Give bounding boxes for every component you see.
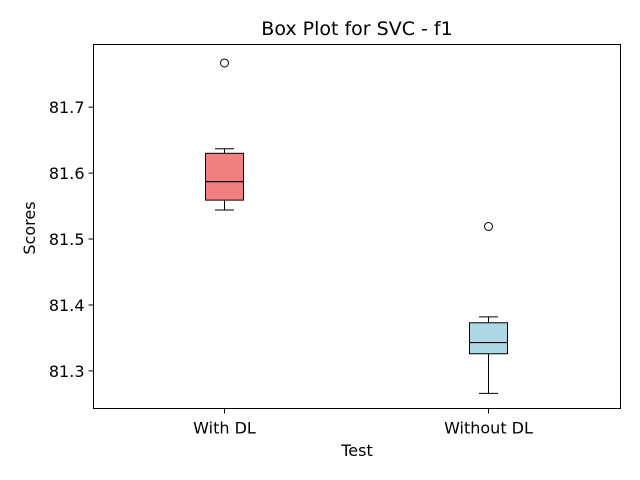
y-axis: 81.3 81.4 81.5 81.6 81.7 <box>49 98 94 381</box>
y-tick-label: 81.4 <box>49 296 85 315</box>
y-tick-label: 81.3 <box>49 362 85 381</box>
box-series <box>205 58 508 394</box>
x-axis: With DL Without DL <box>193 408 533 438</box>
x-tick-label: With DL <box>193 419 256 438</box>
iqr-box <box>205 152 244 201</box>
x-axis-label: Test <box>340 441 373 460</box>
iqr-box <box>469 322 508 355</box>
box-without-dl <box>469 222 508 394</box>
y-tick-label: 81.5 <box>49 230 85 249</box>
outlier-point <box>220 58 229 68</box>
chart-title: Box Plot for SVC - f1 <box>261 18 452 40</box>
y-tick-label: 81.7 <box>49 98 85 117</box>
box-with-dl <box>205 58 244 211</box>
outlier-point <box>484 222 493 231</box>
plot-area <box>93 44 621 409</box>
y-axis-label: Scores <box>20 201 39 254</box>
x-tick-label: Without DL <box>444 419 533 438</box>
y-tick-label: 81.6 <box>49 164 85 183</box>
